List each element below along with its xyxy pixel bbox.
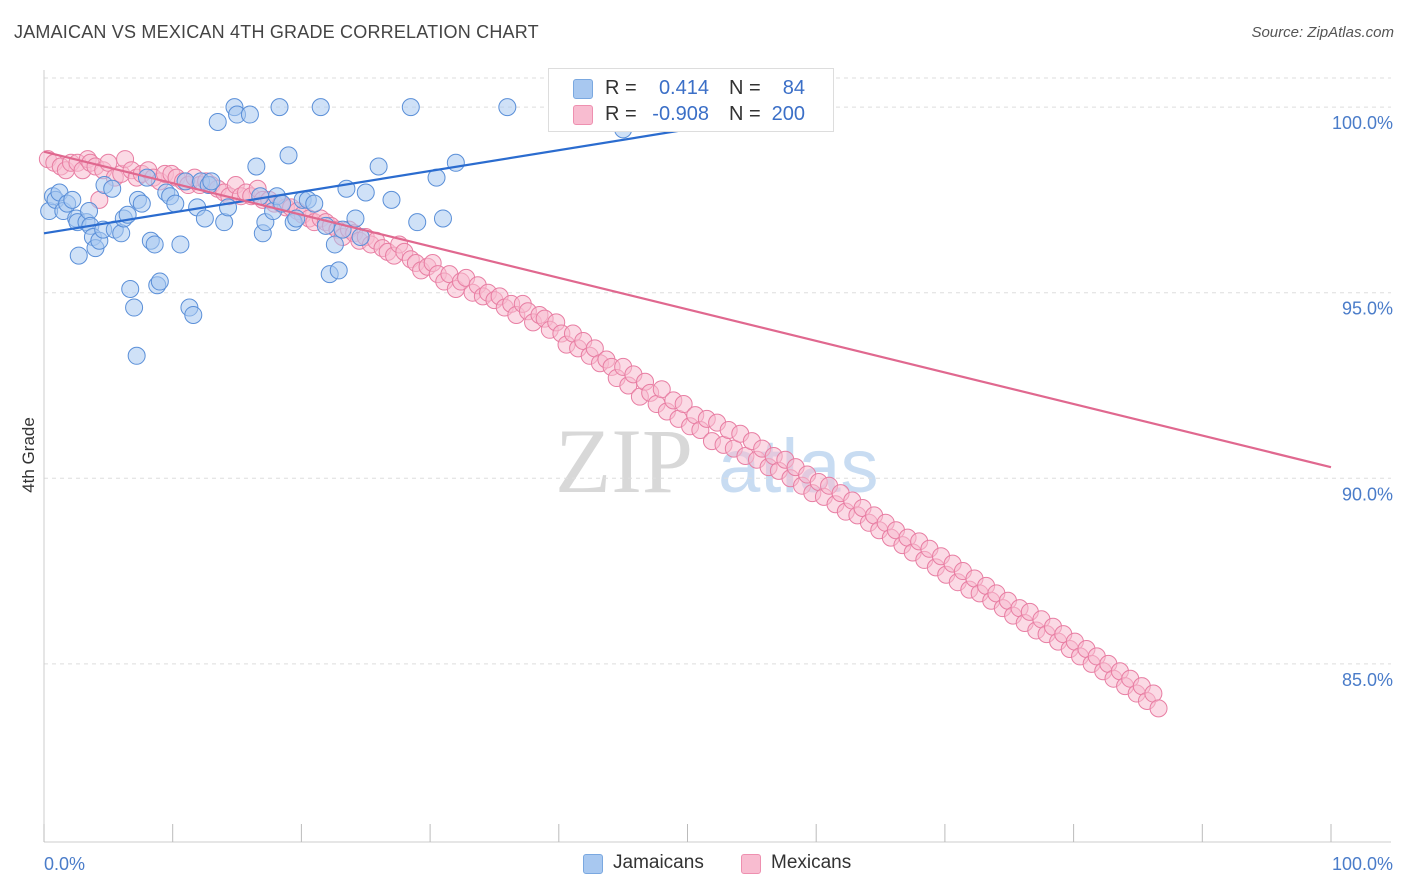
jamaicans-point xyxy=(202,172,221,191)
jamaicans-point xyxy=(208,112,227,131)
legend-label-mexicans: Mexicans xyxy=(771,852,852,873)
mexicans-swatch xyxy=(573,105,593,125)
chart-title: JAMAICAN VS MEXICAN 4TH GRADE CORRELATIO… xyxy=(14,22,539,42)
r-value: 0.414 xyxy=(658,77,709,99)
jamaicans-swatch xyxy=(583,854,603,874)
legend-label-jamaicans: Jamaicans xyxy=(613,852,704,873)
jamaicans-swatch xyxy=(573,79,593,99)
jamaicans-point xyxy=(240,105,259,124)
mexicans-swatch xyxy=(741,854,761,874)
jamaicans-point xyxy=(369,157,388,176)
jamaicans-point xyxy=(247,157,266,176)
jamaicans-point xyxy=(325,235,344,254)
jamaicans-point xyxy=(311,98,330,117)
jamaicans-point xyxy=(69,246,88,265)
jamaicans-point xyxy=(112,224,131,243)
jamaicans-point xyxy=(219,198,238,217)
n-value: 200 xyxy=(771,103,805,125)
jamaicans-point xyxy=(270,98,289,117)
jamaicans-point xyxy=(121,279,140,298)
legend-row-jamaicans: R = 0.414 N = 84 xyxy=(549,75,833,101)
jamaicans-point xyxy=(382,190,401,209)
jamaicans-point xyxy=(127,346,146,365)
tick-labels: 85.0% 90.0% 95.0% 100.0% 0.0% 100.0% xyxy=(44,113,1393,874)
axes xyxy=(43,70,1391,843)
jamaicans-point xyxy=(215,213,234,232)
r-value: -0.908 xyxy=(652,103,709,125)
mexicans-points xyxy=(38,150,1168,718)
mexicans-trend-line xyxy=(43,150,1332,469)
jamaicans-point xyxy=(166,194,185,213)
jamaicans-point xyxy=(103,179,122,198)
y-tick-label: 85.0% xyxy=(1342,670,1393,690)
grid xyxy=(44,77,1391,665)
stats-legend: R = 0.414 N = 84 R = -0.908 N = 200 xyxy=(548,68,834,132)
jamaicans-trend-line xyxy=(43,128,688,235)
jamaicans-point xyxy=(305,194,324,213)
mexicans-point xyxy=(652,380,671,399)
series-legend: Jamaicans Mexicans xyxy=(0,852,1406,878)
y-tick-label: 100.0% xyxy=(1332,113,1393,133)
jamaicans-point xyxy=(356,183,375,202)
r-label: R = xyxy=(605,103,637,125)
legend-row-mexicans: R = -0.908 N = 200 xyxy=(549,101,833,127)
jamaicans-point xyxy=(195,209,214,228)
jamaicans-point xyxy=(279,146,298,165)
jamaicans-point xyxy=(401,98,420,117)
y-tick-label: 95.0% xyxy=(1342,299,1393,319)
x-tick-label: 100.0% xyxy=(1332,854,1393,874)
r-label: R = xyxy=(605,77,637,99)
y-tick-label: 90.0% xyxy=(1342,484,1393,504)
jamaicans-point xyxy=(346,209,365,228)
jamaicans-point xyxy=(150,272,169,291)
y-axis-title: 4th Grade xyxy=(19,417,38,493)
jamaicans-point xyxy=(132,194,151,213)
jamaicans-point xyxy=(184,305,203,324)
watermark-zip: ZIP xyxy=(555,410,693,512)
jamaicans-point xyxy=(329,261,348,280)
jamaicans-points xyxy=(40,98,633,365)
mexicans-point xyxy=(674,395,693,414)
n-value: 84 xyxy=(782,77,805,99)
x-tick-label: 0.0% xyxy=(44,854,85,874)
jamaicans-point xyxy=(171,235,190,254)
trend-lines xyxy=(43,128,1332,469)
n-label: N = xyxy=(729,103,761,125)
jamaicans-point xyxy=(408,213,427,232)
jamaicans-point xyxy=(63,190,82,209)
jamaicans-point xyxy=(125,298,144,317)
jamaicans-point xyxy=(433,209,452,228)
source-label: Source: ZipAtlas.com xyxy=(1251,24,1394,41)
jamaicans-point xyxy=(145,235,164,254)
mexicans-point xyxy=(1149,699,1168,718)
jamaicans-point xyxy=(498,98,517,117)
n-label: N = xyxy=(729,77,761,99)
